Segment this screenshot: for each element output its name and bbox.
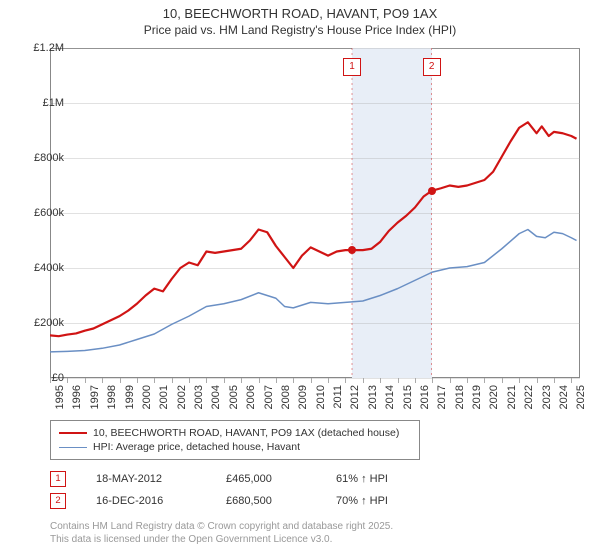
- legend-item: HPI: Average price, detached house, Hava…: [59, 440, 411, 454]
- transaction-price: £680,500: [226, 495, 336, 507]
- transaction-hpi: 70% ↑ HPI: [336, 495, 426, 507]
- legend-swatch: [59, 432, 87, 434]
- x-tick-label: 1998: [106, 385, 118, 409]
- title-subtitle: Price paid vs. HM Land Registry's House …: [0, 23, 600, 39]
- x-tick-label: 2013: [367, 385, 379, 409]
- x-tick-label: 2020: [488, 385, 500, 409]
- x-tick-label: 2014: [384, 385, 396, 409]
- marker-icon: 2: [50, 493, 66, 509]
- x-tick-label: 1996: [71, 385, 83, 409]
- x-tick-label: 1997: [89, 385, 101, 409]
- x-tick-label: 2007: [263, 385, 275, 409]
- x-tick-label: 2002: [176, 385, 188, 409]
- x-tick-label: 2025: [575, 385, 587, 409]
- event-marker-label: 1: [343, 58, 361, 76]
- legend-item: 10, BEECHWORTH ROAD, HAVANT, PO9 1AX (de…: [59, 426, 411, 440]
- footer-line1: Contains HM Land Registry data © Crown c…: [50, 520, 393, 533]
- page-root: 10, BEECHWORTH ROAD, HAVANT, PO9 1AX Pri…: [0, 0, 600, 560]
- x-tick-label: 2003: [193, 385, 205, 409]
- x-tick-label: 2000: [141, 385, 153, 409]
- x-tick-label: 2021: [506, 385, 518, 409]
- y-tick-label: £200k: [34, 317, 64, 329]
- legend-label: 10, BEECHWORTH ROAD, HAVANT, PO9 1AX (de…: [93, 427, 399, 439]
- legend-swatch: [59, 447, 87, 448]
- x-tick-label: 2005: [228, 385, 240, 409]
- transaction-table: 1 18-MAY-2012 £465,000 61% ↑ HPI 2 16-DE…: [50, 468, 426, 512]
- x-tick-label: 2015: [402, 385, 414, 409]
- legend-label: HPI: Average price, detached house, Hava…: [93, 441, 300, 453]
- x-tick-label: 2004: [210, 385, 222, 409]
- line-series-svg: [50, 48, 580, 378]
- y-tick-label: £1.2M: [33, 42, 64, 54]
- x-tick-label: 2008: [280, 385, 292, 409]
- x-tick-label: 1999: [124, 385, 136, 409]
- event-marker-label: 2: [423, 58, 441, 76]
- chart-area: 12: [50, 48, 580, 378]
- x-tick-label: 2024: [558, 385, 570, 409]
- x-tick-label: 2001: [158, 385, 170, 409]
- x-tick-label: 2017: [436, 385, 448, 409]
- y-tick-label: £1M: [43, 97, 64, 109]
- footer-line2: This data is licensed under the Open Gov…: [50, 533, 393, 546]
- price-point-marker: [428, 187, 436, 195]
- x-tick-label: 2012: [349, 385, 361, 409]
- x-tick-label: 2011: [332, 385, 344, 409]
- transaction-hpi: 61% ↑ HPI: [336, 473, 426, 485]
- price-point-marker: [348, 246, 356, 254]
- table-row: 1 18-MAY-2012 £465,000 61% ↑ HPI: [50, 468, 426, 490]
- title-address: 10, BEECHWORTH ROAD, HAVANT, PO9 1AX: [0, 6, 600, 23]
- x-tick-label: 2009: [297, 385, 309, 409]
- series-price-paid: [50, 122, 577, 336]
- x-tick-label: 2018: [454, 385, 466, 409]
- transaction-date: 16-DEC-2016: [96, 495, 226, 507]
- y-tick-label: £600k: [34, 207, 64, 219]
- transaction-price: £465,000: [226, 473, 336, 485]
- transaction-date: 18-MAY-2012: [96, 473, 226, 485]
- y-tick-label: £800k: [34, 152, 64, 164]
- marker-icon: 1: [50, 471, 66, 487]
- x-tick-label: 2023: [541, 385, 553, 409]
- x-tick-label: 2016: [419, 385, 431, 409]
- x-tick-label: 2010: [315, 385, 327, 409]
- x-tick-label: 2022: [523, 385, 535, 409]
- table-row: 2 16-DEC-2016 £680,500 70% ↑ HPI: [50, 490, 426, 512]
- x-tick-label: 1995: [54, 385, 66, 409]
- footer-attribution: Contains HM Land Registry data © Crown c…: [50, 520, 393, 546]
- y-tick-label: £400k: [34, 262, 64, 274]
- chart-title: 10, BEECHWORTH ROAD, HAVANT, PO9 1AX Pri…: [0, 0, 600, 38]
- y-tick-label: £0: [52, 372, 64, 384]
- x-tick-label: 2019: [471, 385, 483, 409]
- legend: 10, BEECHWORTH ROAD, HAVANT, PO9 1AX (de…: [50, 420, 420, 460]
- x-tick-label: 2006: [245, 385, 257, 409]
